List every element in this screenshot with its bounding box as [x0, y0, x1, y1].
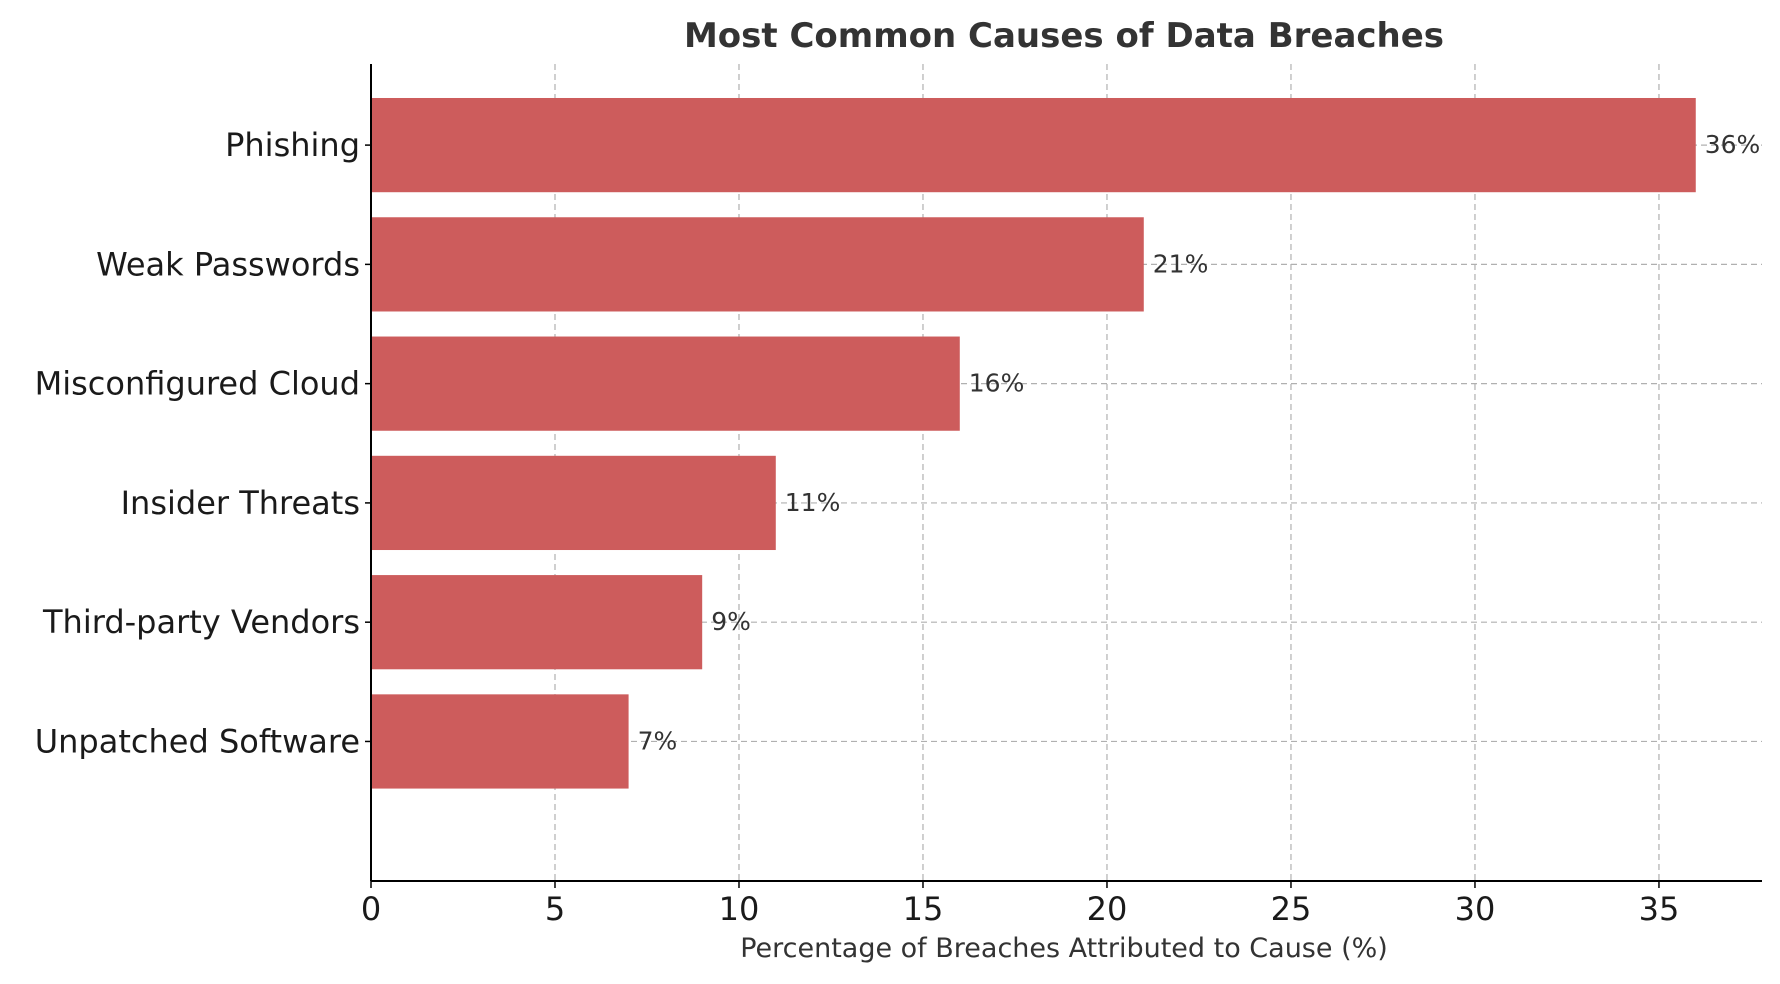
label-layer: 36% 21% 16% 11% 9% 7% Phishing Weak Passwords Mi… — [35, 126, 1761, 928]
bar — [371, 455, 776, 551]
x-tick-label: 30 — [1455, 890, 1496, 928]
x-axis-title: Percentage of Breaches Attributed to Cau… — [740, 933, 1388, 964]
data-label: 16% — [969, 369, 1025, 398]
x-tick-label: 20 — [1087, 890, 1128, 928]
bar — [371, 575, 703, 670]
y-tick-label: Weak Passwords — [96, 245, 360, 283]
data-label: 9% — [711, 607, 751, 636]
bar — [371, 694, 629, 789]
data-label: 21% — [1153, 249, 1209, 278]
x-tick-label: 25 — [1271, 890, 1312, 928]
x-tick-label: 15 — [903, 890, 944, 928]
chart-title: Most Common Causes of Data Breaches — [684, 16, 1444, 56]
x-tick-label: 35 — [1639, 890, 1680, 928]
axis-layer — [365, 64, 1762, 888]
data-label: 11% — [785, 488, 841, 517]
y-tick-label: Phishing — [225, 126, 360, 164]
x-tick-label: 5 — [545, 890, 565, 928]
y-tick-label: Third-party Vendors — [42, 603, 360, 641]
data-label: 7% — [638, 726, 678, 755]
bar-layer — [371, 97, 1696, 789]
bar — [371, 336, 960, 431]
x-tick-label: 10 — [719, 890, 760, 928]
y-tick-label: Unpatched Software — [35, 722, 360, 760]
bar — [371, 217, 1144, 312]
bar — [371, 97, 1696, 193]
y-tick-label: Insider Threats — [121, 484, 360, 522]
data-label: 36% — [1705, 130, 1761, 159]
y-tick-label: Misconfigured Cloud — [35, 365, 360, 403]
x-tick-label: 0 — [361, 890, 381, 928]
